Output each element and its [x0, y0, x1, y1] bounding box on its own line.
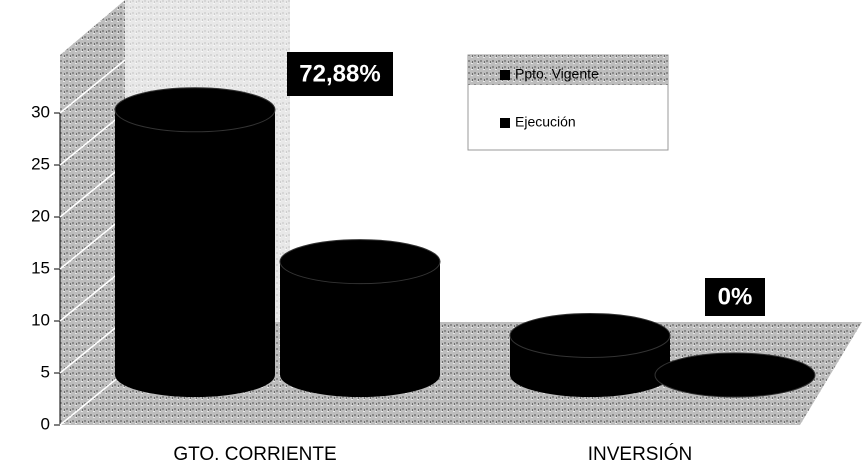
legend-label: Ejecución [515, 114, 576, 130]
y-tick-label: 0 [41, 414, 50, 433]
legend: Ppto. Vigente Ejecución [500, 66, 599, 130]
legend-label: Ppto. Vigente [515, 66, 599, 82]
cylinder [279, 239, 441, 397]
cylinder [654, 352, 816, 398]
grid-line [59, 319, 126, 374]
grid-line [59, 215, 126, 270]
grid-line [59, 267, 126, 322]
cylinder-top [279, 239, 441, 285]
y-tick-label: 20 [31, 206, 50, 225]
cylinder [114, 87, 276, 397]
legend-swatch [500, 118, 510, 128]
grid: 0 5 10 15 20 25 30 [31, 59, 126, 433]
grid-line [59, 371, 126, 426]
side-wall [60, 0, 125, 425]
y-tick-label: 15 [31, 258, 50, 277]
x-tick-label: INVERSIÓN [588, 443, 693, 465]
y-tick-label: 25 [31, 154, 50, 173]
cylinder-body [115, 109, 275, 376]
cylinder-top [509, 312, 671, 358]
marks [114, 87, 816, 398]
y-tick-label: 10 [31, 310, 50, 329]
cylinder [509, 312, 671, 397]
legend-swatch [500, 70, 510, 80]
annotation-box [287, 52, 393, 96]
grid-line [59, 111, 126, 166]
cylinder-top [114, 87, 276, 133]
annotation-box [705, 278, 765, 316]
annotation: 72,88% [299, 60, 380, 87]
cylinder-top [654, 352, 816, 398]
y-tick-label: 5 [41, 362, 50, 381]
annotation: 0% [718, 283, 753, 310]
grid-line [59, 59, 126, 114]
x-tick-label: GTO. CORRIENTE [173, 444, 336, 465]
grid-line [59, 163, 126, 218]
y-tick-label: 30 [31, 102, 50, 121]
